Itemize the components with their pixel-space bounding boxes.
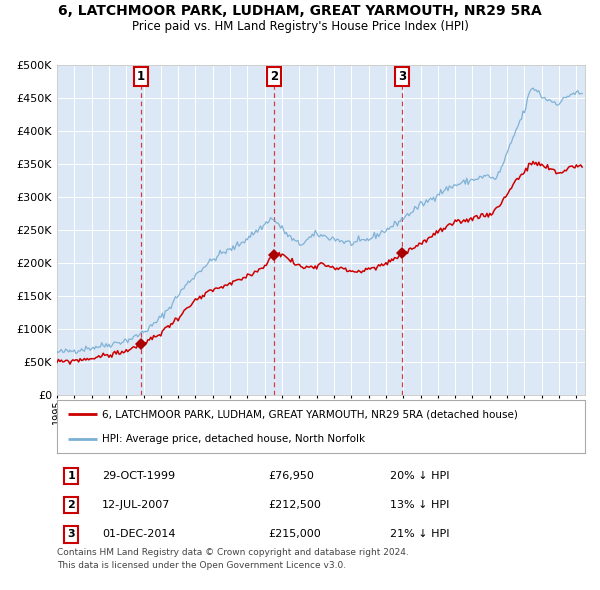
Text: 21% ↓ HPI: 21% ↓ HPI (389, 529, 449, 539)
Text: 1: 1 (137, 70, 145, 83)
Text: £76,950: £76,950 (268, 471, 314, 481)
Text: 20% ↓ HPI: 20% ↓ HPI (389, 471, 449, 481)
Text: HPI: Average price, detached house, North Norfolk: HPI: Average price, detached house, Nort… (102, 434, 365, 444)
Text: Contains HM Land Registry data © Crown copyright and database right 2024.: Contains HM Land Registry data © Crown c… (57, 548, 409, 556)
Text: 12-JUL-2007: 12-JUL-2007 (102, 500, 170, 510)
Text: £212,500: £212,500 (268, 500, 321, 510)
Text: 2: 2 (270, 70, 278, 83)
Text: 3: 3 (398, 70, 406, 83)
Text: £215,000: £215,000 (268, 529, 321, 539)
Text: 1: 1 (67, 471, 75, 481)
Text: 6, LATCHMOOR PARK, LUDHAM, GREAT YARMOUTH, NR29 5RA (detached house): 6, LATCHMOOR PARK, LUDHAM, GREAT YARMOUT… (102, 409, 518, 419)
Text: 3: 3 (67, 529, 75, 539)
Text: 13% ↓ HPI: 13% ↓ HPI (389, 500, 449, 510)
Text: 29-OCT-1999: 29-OCT-1999 (102, 471, 175, 481)
Text: 2: 2 (67, 500, 75, 510)
Text: 6, LATCHMOOR PARK, LUDHAM, GREAT YARMOUTH, NR29 5RA: 6, LATCHMOOR PARK, LUDHAM, GREAT YARMOUT… (58, 4, 542, 18)
Text: This data is licensed under the Open Government Licence v3.0.: This data is licensed under the Open Gov… (57, 560, 346, 569)
Text: 01-DEC-2014: 01-DEC-2014 (102, 529, 175, 539)
Text: Price paid vs. HM Land Registry's House Price Index (HPI): Price paid vs. HM Land Registry's House … (131, 20, 469, 33)
